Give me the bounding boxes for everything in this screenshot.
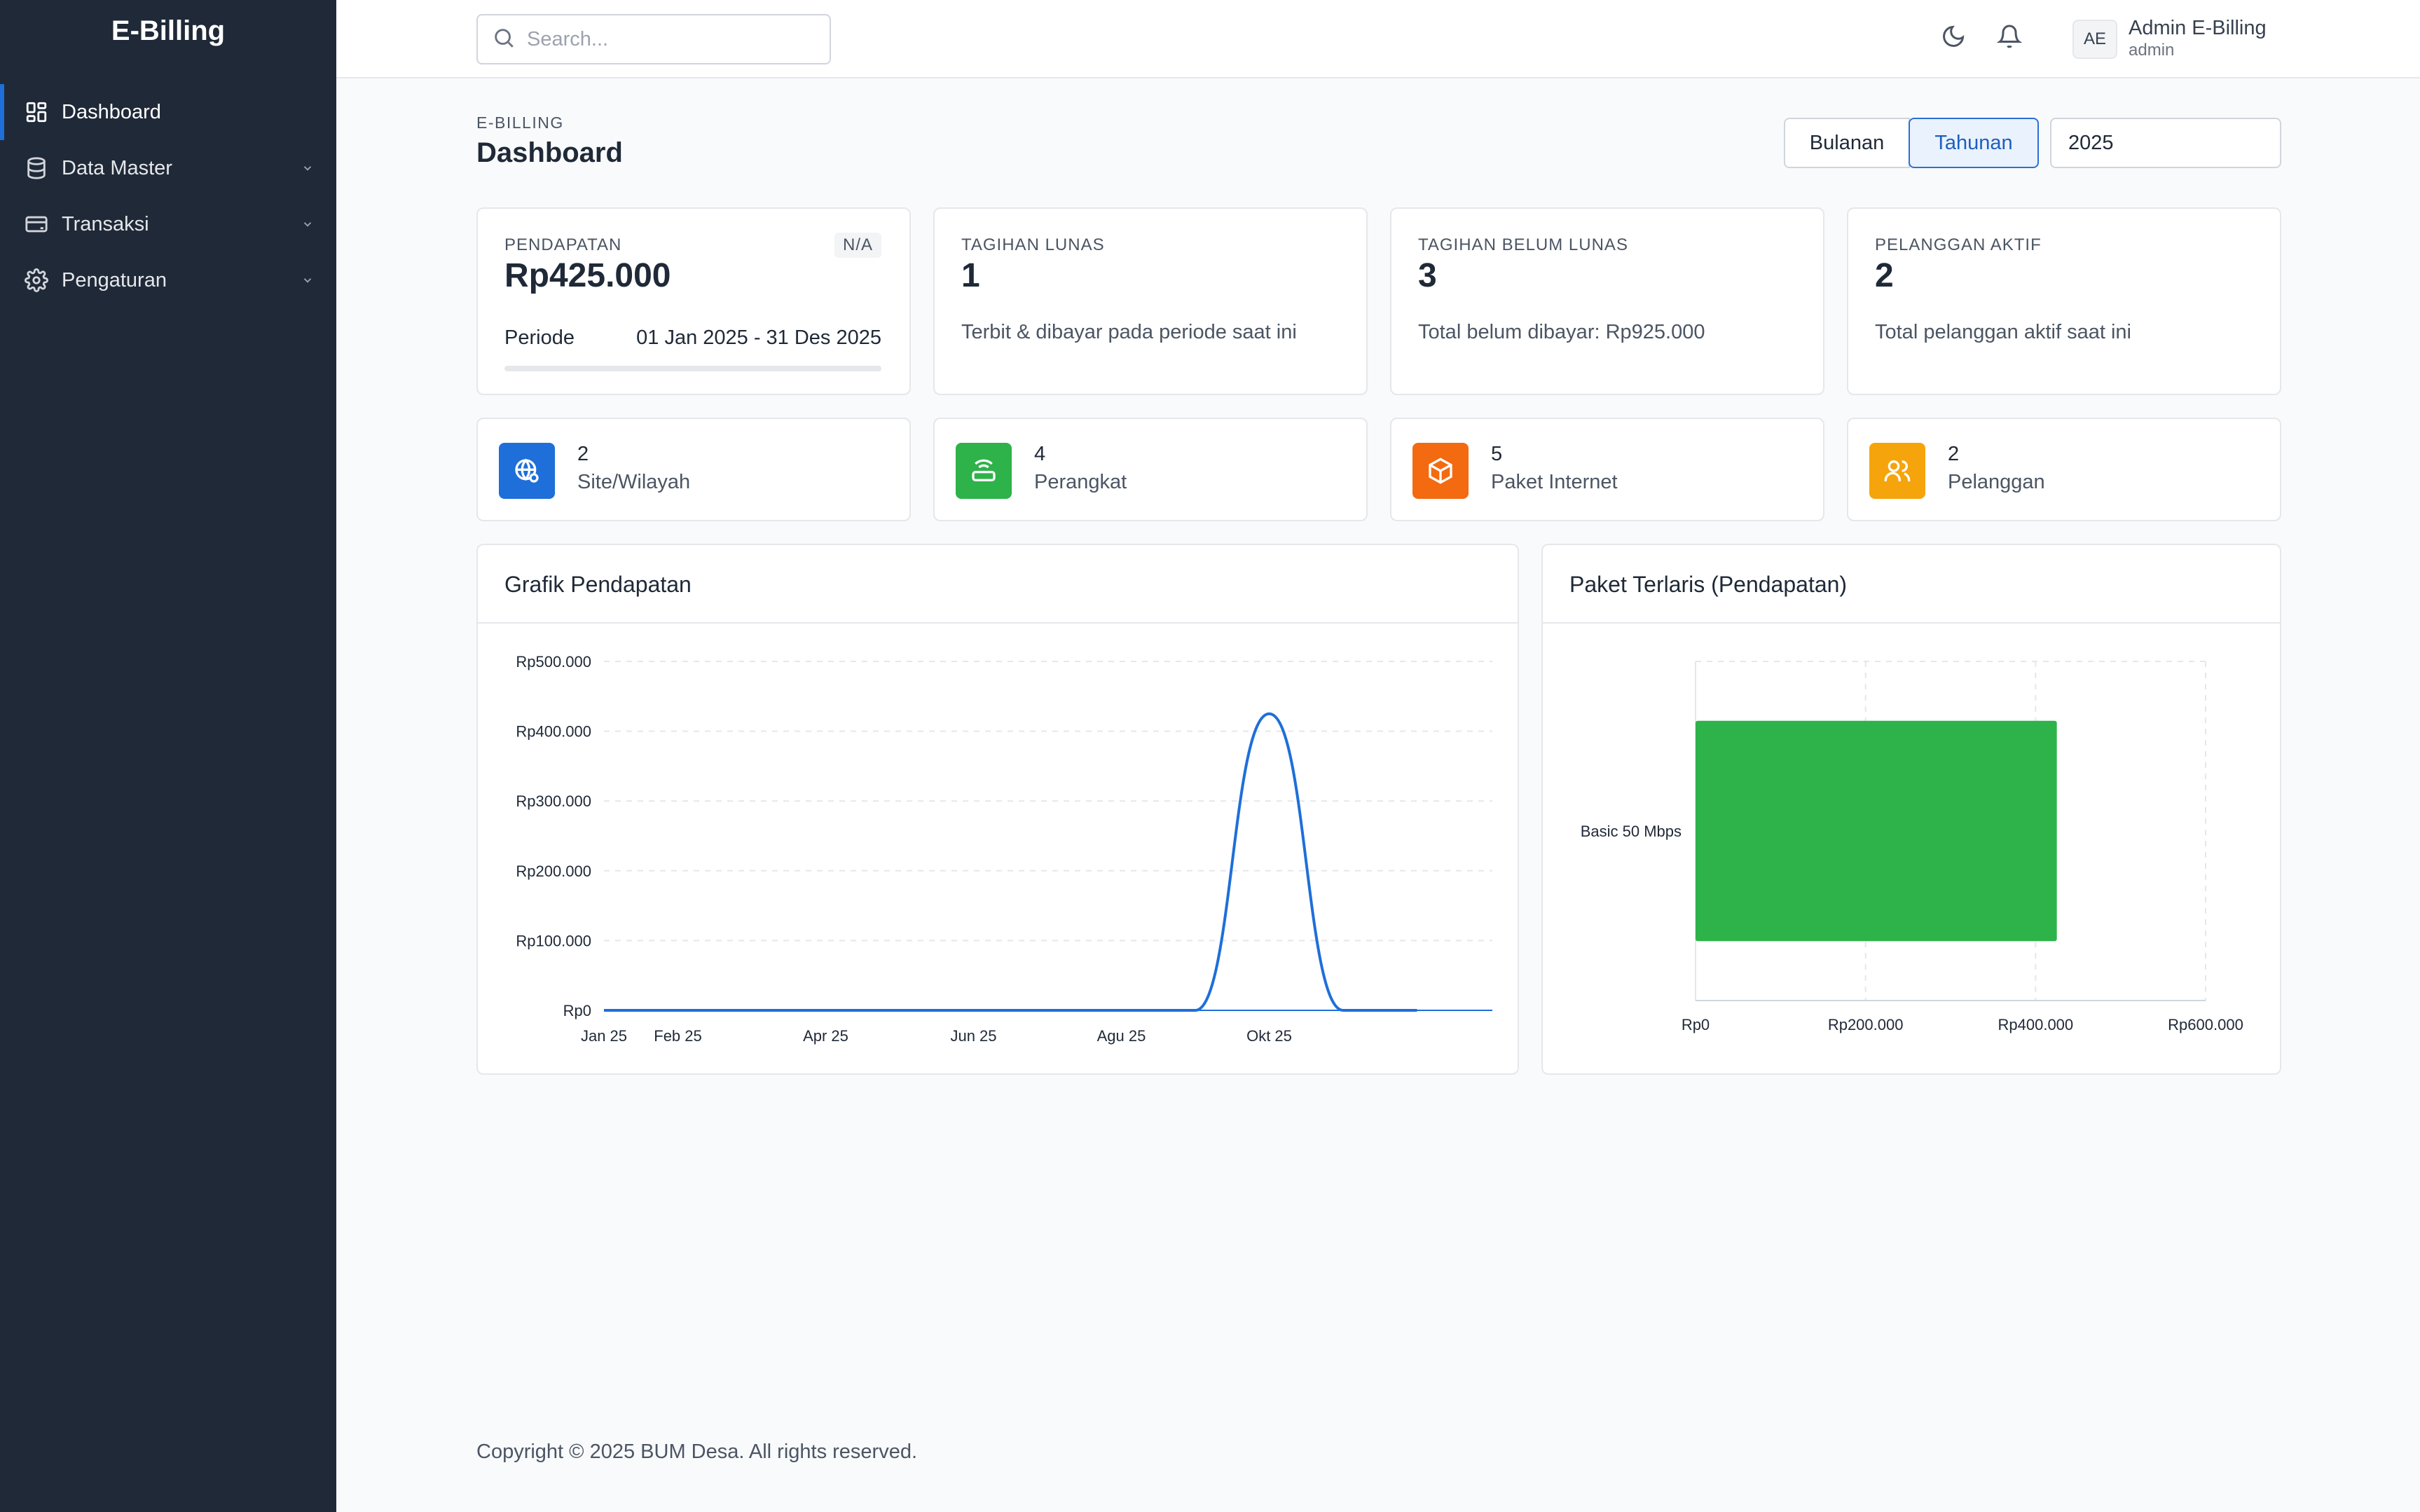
chevron-down-icon [300,273,315,288]
users-icon [1869,443,1925,499]
series-line [604,712,1417,1012]
x-tick-label: Rp0 [1682,1016,1710,1033]
sidebar-item-data-master[interactable]: Data Master [0,140,336,196]
count-value: 2 [1948,443,1960,465]
revenue-chart-panel: Grafik Pendapatan Rp0 Rp100.000 Rp200.000 R… [476,544,1519,1075]
bar [1696,720,2057,942]
credit-card-icon [24,212,49,237]
x-tick-label: Apr 25 [803,1027,848,1045]
stat-card-pelanggan-aktif: PELANGGAN AKTIF 2 Total pelanggan aktif … [1847,207,2281,395]
x-tick-label: Rp200.000 [1828,1016,1904,1033]
period-label: Periode [504,327,575,349]
y-tick-label: Basic 50 Mbps [1581,823,1682,840]
count-card-site[interactable]: 2 Site/Wilayah [476,418,911,521]
stat-card-tagihan-lunas: TAGIHAN LUNAS 1 Terbit & dibayar pada pe… [933,207,1368,395]
gear-icon [24,268,49,293]
sidebar-nav: Dashboard Data Master Transaksi Penga [0,84,336,308]
y-tick-label: Rp200.000 [516,862,591,880]
breadcrumb: E-BILLING [476,114,564,132]
stat-value: 2 [1875,257,1894,294]
stat-note: Total belum dibayar: Rp925.000 [1418,321,1705,343]
package-icon [1412,443,1469,499]
count-label: Site/Wilayah [577,471,691,493]
status-badge: N/A [834,233,881,258]
bell-icon [1996,24,2023,53]
sidebar-item-pengaturan[interactable]: Pengaturan [0,252,336,308]
y-tick-label: Rp300.000 [516,792,591,810]
footer-copyright: Copyright © 2025 BUM Desa. All rights re… [476,1441,918,1463]
stat-value: 1 [961,257,980,294]
sidebar-item-dashboard[interactable]: Dashboard [0,84,336,140]
divider [478,622,1518,624]
period-value: 01 Jan 2025 - 31 Des 2025 [636,327,881,349]
x-tick-label: Rp400.000 [1998,1016,2074,1033]
stat-value: Rp425.000 [504,257,671,294]
database-icon [24,156,49,181]
stat-label: PELANGGAN AKTIF [1875,235,2042,254]
y-tick-label: Rp100.000 [516,932,591,949]
count-card-paket-internet[interactable]: 5 Paket Internet [1390,418,1824,521]
search-icon [492,26,516,53]
stat-label: TAGIHAN BELUM LUNAS [1418,235,1628,254]
count-value: 2 [577,443,589,465]
chevron-down-icon [300,160,315,176]
period-yearly-button[interactable]: Tahunan [1909,118,2039,168]
top-package-bar-chart: Rp0 Rp200.000 Rp400.000 Rp600.000 Basic 50 M… [1581,661,2243,1033]
user-name[interactable]: Admin E-Billing [2129,17,2267,39]
top-package-chart-panel: Paket Terlaris (Pendapatan) Rp0 Rp200.000… [1541,544,2281,1075]
period-monthly-button[interactable]: Bulanan [1784,118,1910,168]
divider [1543,622,2280,624]
avatar[interactable]: AE [2072,20,2117,59]
period-progress-bar [504,366,881,371]
sidebar-item-label: Data Master [62,156,172,179]
count-card-pelanggan[interactable]: 2 Pelanggan [1847,418,2281,521]
x-tick-label: Jan 25 [581,1027,627,1045]
stat-note: Total pelanggan aktif saat ini [1875,321,2131,343]
x-tick-label: Okt 25 [1246,1027,1292,1045]
revenue-line-chart: Rp0 Rp100.000 Rp200.000 Rp300.000 Rp400.000 R… [516,653,1492,1045]
topbar: AE Admin E-Billing admin [336,0,2420,78]
stat-card-pendapatan: PENDAPATAN N/A Rp425.000 Periode 01 Jan … [476,207,911,395]
sidebar-item-label: Dashboard [62,100,161,123]
y-tick-label: Rp0 [563,1002,591,1019]
stat-value: 3 [1418,257,1437,294]
chevron-down-icon [300,217,315,232]
dashboard-icon [24,99,49,125]
stat-label: PENDAPATAN [504,235,622,254]
search-input[interactable] [527,27,821,51]
x-tick-label: Feb 25 [654,1027,702,1045]
y-tick-label: Rp500.000 [516,653,591,671]
sidebar-item-transaksi[interactable]: Transaksi [0,196,336,252]
sidebar-item-label: Pengaturan [62,268,167,291]
count-card-perangkat[interactable]: 4 Perangkat [933,418,1368,521]
router-icon [956,443,1012,499]
x-tick-label: Jun 25 [950,1027,996,1045]
page-title: Dashboard [476,137,623,168]
user-role: admin [2129,41,2175,60]
count-value: 4 [1034,443,1046,465]
panel-title: Grafik Pendapatan [504,572,692,597]
x-tick-label: Rp600.000 [2168,1016,2243,1033]
stat-label: TAGIHAN LUNAS [961,235,1105,254]
sidebar: E-Billing Dashboard Data Master Transaks… [0,0,336,1512]
panel-title: Paket Terlaris (Pendapatan) [1569,572,1848,597]
sidebar-item-label: Transaksi [62,212,149,235]
x-tick-label: Agu 25 [1097,1027,1146,1045]
theme-toggle-button[interactable] [1938,22,1969,53]
count-label: Pelanggan [1948,471,2045,493]
count-label: Perangkat [1034,471,1127,493]
count-value: 5 [1491,443,1503,465]
brand-logo[interactable]: E-Billing [111,15,226,46]
notifications-button[interactable] [1994,22,2025,53]
globe-icon [499,443,555,499]
year-input[interactable] [2050,118,2281,168]
search-box[interactable] [476,14,831,64]
stat-note: Terbit & dibayar pada periode saat ini [961,321,1297,343]
moon-icon [1941,24,1966,53]
y-tick-label: Rp400.000 [516,723,591,741]
stat-card-tagihan-belum-lunas: TAGIHAN BELUM LUNAS 3 Total belum dibaya… [1390,207,1824,395]
count-label: Paket Internet [1491,471,1618,493]
